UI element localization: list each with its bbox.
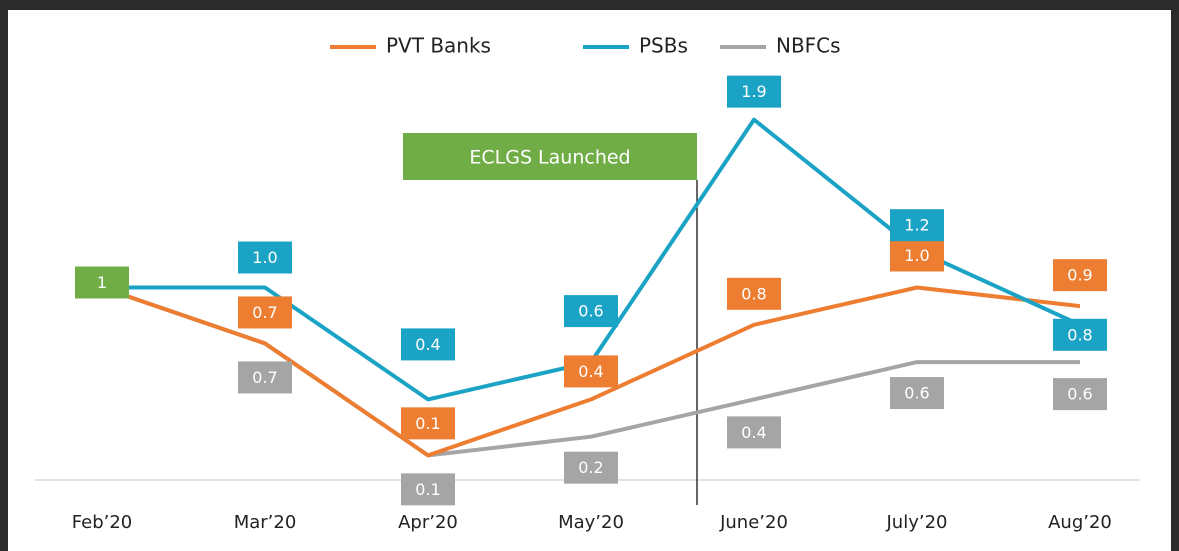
value-label: 0.4: [578, 362, 603, 381]
value-label-box: [238, 296, 292, 329]
legend-label: PVT Banks: [386, 34, 491, 58]
value-label-box: [1053, 318, 1107, 351]
legend-label: NBFCs: [776, 34, 841, 58]
value-label-box: [890, 377, 944, 410]
value-label-box: [564, 451, 618, 484]
annotation-box: [403, 133, 697, 180]
value-label: 0.6: [578, 302, 603, 321]
value-label-box: [401, 473, 455, 506]
value-label: 0.8: [1067, 325, 1092, 344]
value-label: 0.9: [1067, 266, 1092, 285]
value-label-box: [564, 355, 618, 388]
value-label-box: [401, 407, 455, 440]
value-label-box: [564, 295, 618, 328]
value-label: 0.2: [578, 458, 603, 477]
value-label: 1.0: [904, 246, 929, 265]
value-label-box: [238, 361, 292, 394]
x-tick-label: May’20: [558, 512, 624, 533]
value-label-box: [727, 277, 781, 310]
value-label: 0.7: [252, 368, 277, 387]
x-tick-label: July’20: [886, 512, 948, 533]
value-label-box: [727, 416, 781, 449]
value-label: 0.4: [415, 335, 440, 354]
value-label: 0.6: [1067, 385, 1092, 404]
value-label: 0.6: [904, 384, 929, 403]
value-label: 1.2: [904, 216, 929, 235]
legend-label: PSBs: [639, 34, 688, 58]
value-label-box: [238, 241, 292, 274]
value-label-box: [890, 209, 944, 242]
value-label: 1.9: [741, 82, 766, 101]
value-label: 0.8: [741, 284, 766, 303]
x-tick-label: Apr’20: [398, 512, 458, 533]
value-label: 0.7: [252, 303, 277, 322]
value-label-box: [401, 328, 455, 361]
x-tick-label: Feb’20: [72, 512, 133, 533]
annotation-text: ECLGS Launched: [469, 147, 630, 169]
value-label-box: [727, 75, 781, 108]
series-line: [101, 285, 1081, 458]
value-label: 0.1: [415, 480, 440, 499]
value-label-box: [75, 266, 129, 299]
x-tick-label: Aug’20: [1048, 512, 1112, 533]
value-label: 0.1: [415, 414, 440, 433]
x-tick-label: June’20: [719, 512, 788, 533]
value-label-box: [1053, 378, 1107, 411]
value-label: 1: [97, 273, 107, 292]
value-label: 0.4: [741, 423, 766, 442]
value-label: 1.0: [252, 248, 277, 267]
value-label-box: [1053, 259, 1107, 292]
value-label-box: [890, 239, 944, 272]
x-tick-label: Mar’20: [234, 512, 297, 533]
